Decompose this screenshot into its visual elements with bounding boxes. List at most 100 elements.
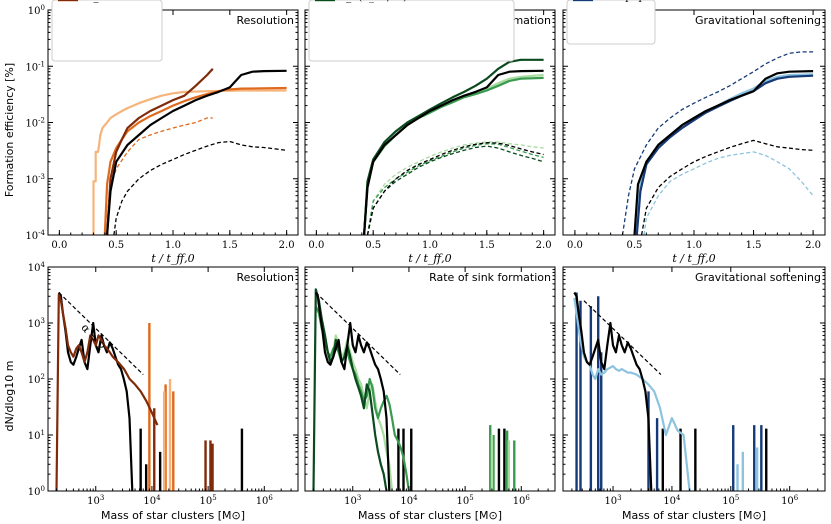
series-line bbox=[363, 69, 544, 235]
series-line bbox=[366, 141, 544, 235]
ytick-label: 102 bbox=[28, 373, 45, 386]
plot-area bbox=[312, 288, 516, 491]
series-line bbox=[640, 139, 814, 235]
plot-area bbox=[55, 291, 244, 491]
top-ylabel: Formation efficiency [%] bbox=[3, 63, 16, 197]
panel-bottom-2: 103 104 105 106 Mass of star clusters [M⊙] Gr… bbox=[562, 266, 826, 522]
panel-top-1: 0.00.51.01.52.0t / t_ff,0Rate of sink fo… bbox=[304, 0, 556, 265]
xtick-label: 1.0 bbox=[422, 240, 438, 251]
panel-title: Rate of sink formation bbox=[429, 271, 551, 284]
panel-title: Gravitational softening bbox=[695, 271, 821, 284]
ytick-label: 100 bbox=[28, 485, 45, 498]
xlabel: t / t_ff,0 bbox=[151, 252, 194, 265]
panel-title: Resolution bbox=[237, 271, 295, 284]
xtick-label: 0.0 bbox=[567, 240, 583, 251]
xtick-label: 0.0 bbox=[51, 240, 67, 251]
plot-area bbox=[92, 68, 287, 235]
xtick-label: 1.5 bbox=[222, 240, 238, 251]
xtick-label: 1.5 bbox=[746, 240, 762, 251]
xlabel: Mass of star clusters [M⊙] bbox=[358, 509, 502, 522]
ytick-label: 10-1 bbox=[25, 60, 45, 73]
plot-area bbox=[363, 58, 544, 235]
legend-label: +H2-scaled star formation bbox=[341, 0, 476, 3]
panel-title: Resolution bbox=[237, 14, 295, 27]
xtick-label: 1.0 bbox=[165, 240, 181, 251]
xtick-label: 1.5 bbox=[479, 240, 495, 251]
ytick-label: 103 bbox=[28, 317, 45, 330]
series-line bbox=[57, 291, 134, 491]
xtick-label: 0.5 bbox=[627, 240, 643, 251]
ytick-label: 10-2 bbox=[25, 117, 45, 130]
legend-frame bbox=[51, 0, 163, 62]
xtick-label: 105 bbox=[722, 494, 739, 507]
legend-frame bbox=[566, 0, 656, 45]
slope-line bbox=[315, 292, 401, 375]
panel-top-0: 10-4 10-3 10-2 10-1 100 0.0 0.5 1.0 1.5 2.0 t / t_… bbox=[25, 0, 299, 265]
xtick-label: 105 bbox=[457, 494, 474, 507]
legend-label: ε = 5pc bbox=[599, 0, 638, 3]
slope-line bbox=[58, 292, 144, 375]
xtick-label: 104 bbox=[400, 494, 418, 507]
xtick-label: 104 bbox=[143, 494, 161, 507]
series-line bbox=[633, 73, 814, 235]
ytick-label: 101 bbox=[28, 429, 45, 442]
xtick-label: 0.0 bbox=[308, 240, 324, 251]
panels-group: 10-4 10-3 10-2 10-1 100 0.0 0.5 1.0 1.5 2.0 t / t_… bbox=[25, 0, 826, 522]
xlabel: Mass of star clusters [M⊙] bbox=[622, 509, 766, 522]
series-line bbox=[363, 58, 544, 235]
series-line bbox=[621, 51, 814, 235]
slope-line bbox=[583, 300, 662, 375]
xlabel: Mass of star clusters [M⊙] bbox=[101, 509, 245, 522]
series-line bbox=[635, 74, 814, 235]
legend-label: ε = Adap bbox=[599, 0, 645, 3]
series-line bbox=[106, 117, 213, 219]
xtick-label: 2.0 bbox=[536, 240, 552, 251]
series-line bbox=[643, 151, 814, 235]
panel-top-2: 0.0 0.5 1.0 1.5 2.0 t / t_ff,0 Gravitational s… bbox=[562, 0, 826, 265]
series-line bbox=[366, 141, 544, 235]
bottom-ylabel: dN/dlog10 m bbox=[3, 361, 16, 432]
xtick-label: 2.0 bbox=[805, 240, 821, 251]
series-line bbox=[366, 143, 544, 235]
series-line bbox=[106, 68, 214, 235]
xlabel: t / t_ff,0 bbox=[672, 252, 715, 265]
panel-bottom-1: 103 104 105 106 Mass of star clusters [M⊙] Ra… bbox=[304, 266, 556, 522]
xtick-label: 0.5 bbox=[108, 240, 124, 251]
series-line bbox=[312, 288, 388, 491]
series-line bbox=[314, 305, 410, 491]
xtick-label: 0.5 bbox=[365, 240, 381, 251]
ytick-label: 10-4 bbox=[25, 229, 45, 242]
legend-label: m_res = 10000 M⊙ bbox=[84, 0, 183, 3]
xtick-label: 103 bbox=[344, 494, 361, 507]
series-line bbox=[113, 140, 287, 235]
axes-frame bbox=[304, 266, 556, 492]
xtick-label: 104 bbox=[663, 494, 681, 507]
series-line bbox=[106, 69, 287, 235]
series-line bbox=[366, 145, 544, 235]
series-line bbox=[573, 291, 653, 491]
ytick-label: 10-3 bbox=[25, 173, 45, 186]
plot-area bbox=[621, 51, 814, 235]
series-line bbox=[103, 86, 287, 235]
xtick-label: 106 bbox=[513, 494, 531, 507]
series-line bbox=[92, 89, 287, 235]
series-line bbox=[363, 76, 544, 235]
xtick-label: 1.0 bbox=[686, 240, 702, 251]
series-line bbox=[314, 291, 391, 491]
xtick-label: 2.0 bbox=[279, 240, 295, 251]
series-line bbox=[55, 293, 159, 491]
xtick-label: 103 bbox=[604, 494, 621, 507]
legend-label: m_res = 10 M⊙ bbox=[84, 0, 164, 3]
legend-label: ε_ff = 0.5 bbox=[341, 0, 389, 3]
xtick-label: 106 bbox=[781, 494, 799, 507]
xtick-label: 106 bbox=[256, 494, 274, 507]
xtick-label: 105 bbox=[200, 494, 217, 507]
plot-area bbox=[573, 291, 768, 491]
ytick-label: 100 bbox=[28, 4, 45, 17]
panel-title: Gravitational softening bbox=[695, 14, 821, 27]
xlabel: t / t_ff,0 bbox=[408, 252, 451, 265]
legend-frame bbox=[308, 0, 515, 62]
